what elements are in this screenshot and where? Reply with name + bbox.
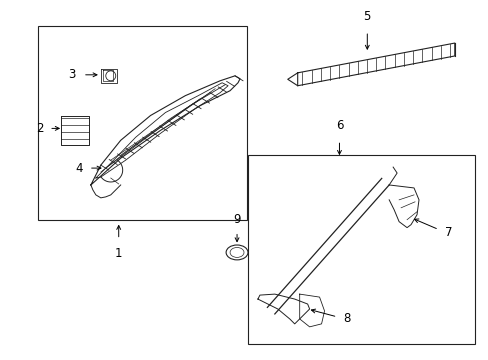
Text: 6: 6 bbox=[335, 120, 343, 132]
Text: 5: 5 bbox=[363, 10, 370, 23]
Text: 7: 7 bbox=[444, 226, 451, 239]
Text: 4: 4 bbox=[75, 162, 83, 175]
Text: 2: 2 bbox=[36, 122, 43, 135]
Text: 1: 1 bbox=[115, 247, 122, 261]
Bar bbox=[247, 155, 474, 344]
Text: 3: 3 bbox=[68, 68, 76, 81]
Text: 8: 8 bbox=[343, 312, 350, 325]
Text: 9: 9 bbox=[233, 213, 240, 226]
Bar bbox=[38, 26, 246, 220]
